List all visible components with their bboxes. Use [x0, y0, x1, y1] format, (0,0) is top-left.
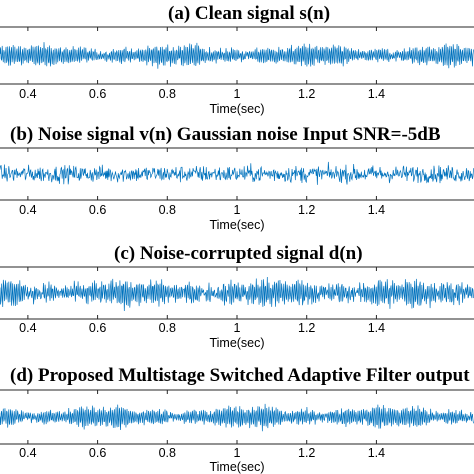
panel-title: (d) Proposed Multistage Switched Adaptiv… [10, 365, 470, 386]
x-tick-label: 0.8 [159, 203, 176, 217]
x-tick-label: 1 [234, 446, 241, 460]
x-tick-label: 0.4 [19, 87, 36, 101]
x-tick-label: 0.8 [159, 87, 176, 101]
x-tick-label: 1.4 [368, 321, 385, 335]
x-tick-label: 0.6 [89, 321, 106, 335]
panel-title: (a) Clean signal s(n) [168, 3, 330, 24]
x-tick-label: 0.6 [89, 446, 106, 460]
x-axis-label: Time(sec) [209, 218, 264, 232]
x-tick-label: 1.2 [298, 446, 315, 460]
waveform-line [0, 403, 474, 432]
x-tick-label: 0.6 [89, 87, 106, 101]
x-tick-label: 1.2 [298, 203, 315, 217]
x-tick-label: 1.4 [368, 87, 385, 101]
x-tick-label: 0.6 [89, 203, 106, 217]
x-tick-label: 0.8 [159, 321, 176, 335]
x-axis-label: Time(sec) [209, 102, 264, 116]
x-tick-label: 1 [234, 203, 241, 217]
panel-2: 0.4 0.6 0.8 1 1.2 1.4 Time(sec) (b) Noise signa… [0, 124, 474, 232]
x-tick-label: 0.4 [19, 203, 36, 217]
x-tick-label: 1.2 [298, 87, 315, 101]
panel-1: 0.4 0.6 0.8 1 1.2 1.4 Time(sec) (a) Clean signa… [0, 3, 474, 116]
x-tick-label: 1 [234, 321, 241, 335]
x-tick-label: 0.4 [19, 446, 36, 460]
x-tick-label: 0.8 [159, 446, 176, 460]
x-tick-label: 1.4 [368, 446, 385, 460]
x-axis-label: Time(sec) [209, 460, 264, 474]
panel-3: 0.4 0.6 0.8 1 1.2 1.4 Time(sec) (c) Noise-corru… [0, 243, 474, 350]
x-tick-label: 1.2 [298, 321, 315, 335]
waveform-line [0, 161, 474, 185]
x-tick-label: 1 [234, 87, 241, 101]
panel-4: 0.4 0.6 0.8 1 1.2 1.4 Time(sec) (d) Proposed Mu… [0, 365, 474, 474]
x-axis-label: Time(sec) [209, 336, 264, 350]
x-tick-label: 1.4 [368, 203, 385, 217]
x-tick-label: 0.4 [19, 321, 36, 335]
waveform-line [0, 277, 474, 312]
panel-title: (c) Noise-corrupted signal d(n) [114, 243, 363, 264]
panel-title: (b) Noise signal v(n) Gaussian noise Inp… [10, 124, 441, 145]
waveform-line [0, 42, 474, 69]
